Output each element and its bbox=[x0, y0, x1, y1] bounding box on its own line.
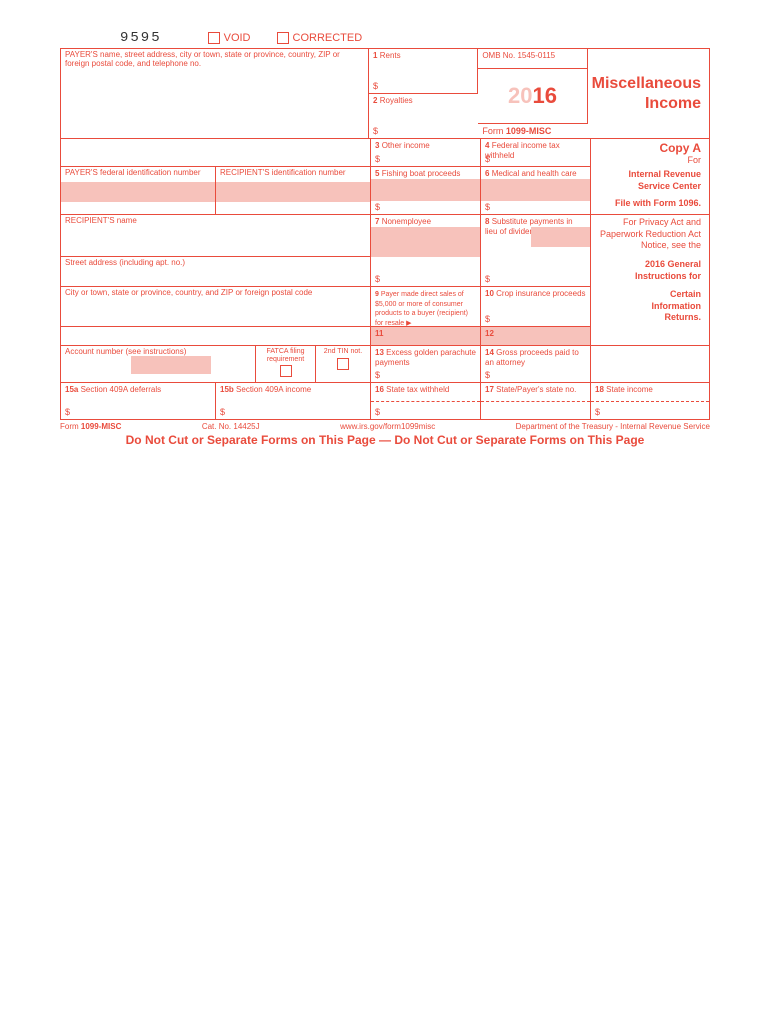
title-cell: Miscellaneous Income bbox=[588, 49, 709, 139]
corrected-label: CORRECTED bbox=[293, 32, 363, 44]
city-state[interactable]: City or town, state or province, country… bbox=[61, 287, 371, 327]
recipient-id[interactable]: RECIPIENT'S identification number bbox=[216, 167, 371, 215]
box-18[interactable]: 18 State income $ bbox=[591, 383, 709, 419]
right-irs-center: Internal Revenue Service Center File wit… bbox=[591, 167, 709, 215]
box-15a[interactable]: 15a Section 409A deferrals $ bbox=[61, 383, 216, 419]
box-5[interactable]: 5 Fishing boat proceeds $ bbox=[371, 167, 481, 215]
box-8-bottom[interactable]: $ bbox=[481, 257, 591, 287]
right-instructions-2: Certain Information Returns. bbox=[591, 287, 709, 327]
right-instructions-1: 2016 General Instructions for bbox=[591, 257, 709, 287]
payer-info-cont[interactable] bbox=[61, 139, 371, 167]
box-17[interactable]: 17 State/Payer's state no. bbox=[481, 383, 591, 419]
box-7-top[interactable]: 7 Nonemployee compensation bbox=[371, 215, 481, 257]
box-12[interactable]: 12 bbox=[481, 327, 591, 345]
street-address[interactable]: Street address (including apt. no.) bbox=[61, 257, 371, 287]
box-11[interactable]: 11 bbox=[371, 327, 481, 345]
void-checkbox-wrap: VOID bbox=[208, 32, 251, 44]
box-9[interactable]: 9 Payer made direct sales of $5,000 or m… bbox=[371, 287, 481, 327]
top-controls: 9595 VOID CORRECTED bbox=[60, 30, 710, 46]
omb-cell: OMB No. 1545-0115 bbox=[478, 49, 587, 69]
right-privacy: For Privacy Act and Paperwork Reduction … bbox=[591, 215, 709, 257]
tin2-checkbox[interactable] bbox=[337, 358, 349, 370]
box-3[interactable]: 3 Other income $ bbox=[371, 139, 481, 167]
city-state-cont[interactable] bbox=[61, 327, 371, 345]
box-7-bottom[interactable]: $ bbox=[371, 257, 481, 287]
corrected-checkbox[interactable] bbox=[277, 32, 289, 44]
form-code: 9595 bbox=[120, 30, 162, 46]
account-number[interactable]: Account number (see instructions) bbox=[61, 345, 256, 383]
box-15b[interactable]: 15b Section 409A income $ bbox=[216, 383, 371, 419]
corrected-checkbox-wrap: CORRECTED bbox=[277, 32, 363, 44]
copy-a-cell: Copy A For bbox=[591, 139, 709, 167]
tin2-cell[interactable]: 2nd TIN not. bbox=[316, 345, 371, 383]
box-8-top[interactable]: 8 Substitute payments in lieu of dividen… bbox=[481, 215, 591, 257]
footer: Form 1099-MISC Cat. No. 14425J www.irs.g… bbox=[60, 422, 710, 431]
box-2-royalties[interactable]: 2 Royalties $ bbox=[369, 94, 478, 139]
form-name-cell: Form 1099-MISC bbox=[478, 124, 587, 139]
void-label: VOID bbox=[224, 32, 251, 44]
right-blank-2 bbox=[591, 345, 709, 383]
box-14[interactable]: 14 Gross proceeds paid to an attorney $ bbox=[481, 345, 591, 383]
warning-text: Do Not Cut or Separate Forms on This Pag… bbox=[60, 433, 710, 447]
box-10[interactable]: 10 Crop insurance proceeds $ bbox=[481, 287, 591, 327]
box-4[interactable]: 4 Federal income tax withheld $ bbox=[481, 139, 591, 167]
void-checkbox[interactable] bbox=[208, 32, 220, 44]
recipient-name[interactable]: RECIPIENT'S name bbox=[61, 215, 371, 257]
year-cell: 2016 bbox=[478, 69, 587, 124]
fatca-cell[interactable]: FATCA filing requirement bbox=[256, 345, 316, 383]
box-13[interactable]: 13 Excess golden parachute payments $ bbox=[371, 345, 481, 383]
payer-info-cell[interactable]: PAYER'S name, street address, city or to… bbox=[61, 49, 369, 139]
box-6[interactable]: 6 Medical and health care payments $ bbox=[481, 167, 591, 215]
right-blank bbox=[591, 327, 709, 345]
form-1099-grid: PAYER'S name, street address, city or to… bbox=[60, 48, 710, 420]
box-16[interactable]: 16 State tax withheld $ bbox=[371, 383, 481, 419]
box-1-rents[interactable]: 1 Rents $ bbox=[369, 49, 478, 94]
payer-fed-id[interactable]: PAYER'S federal identification number bbox=[61, 167, 216, 215]
fatca-checkbox[interactable] bbox=[280, 365, 292, 377]
